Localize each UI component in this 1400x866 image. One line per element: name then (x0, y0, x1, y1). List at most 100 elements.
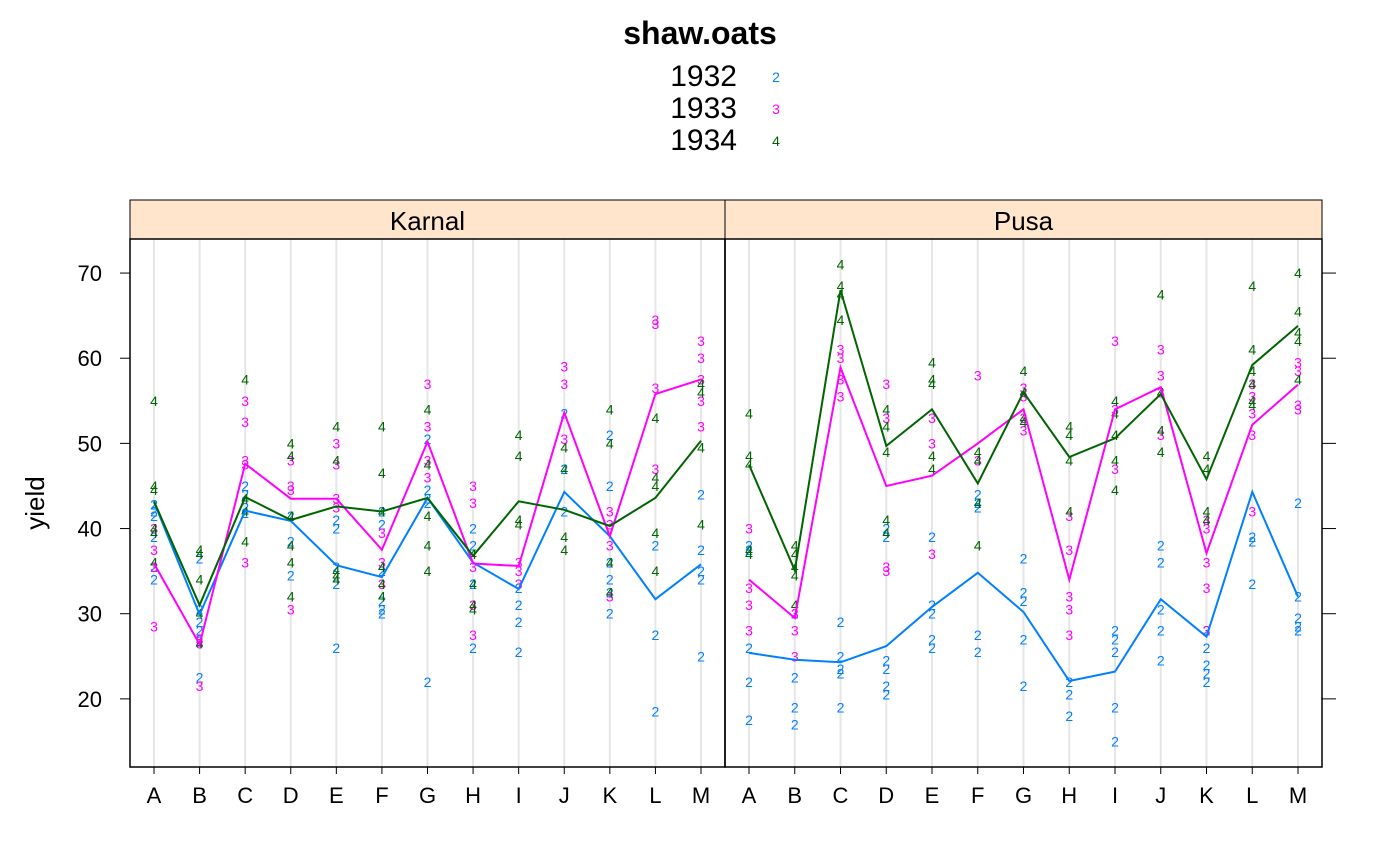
point-1932: 2 (1294, 623, 1302, 639)
point-1933: 3 (882, 376, 890, 392)
point-1933: 3 (1294, 401, 1302, 417)
point-1934: 4 (196, 542, 204, 558)
point-1934: 4 (150, 525, 158, 541)
point-1934: 4 (332, 452, 340, 468)
point-1934: 4 (287, 435, 295, 451)
point-1932: 2 (1294, 610, 1302, 626)
point-1932: 2 (1157, 653, 1165, 669)
point-1932: 2 (287, 567, 295, 583)
point-1934: 4 (287, 538, 295, 554)
x-tick-label-L: L (649, 783, 661, 808)
point-1933: 3 (1020, 410, 1028, 426)
line-1933-karnal (153, 378, 702, 648)
point-1932: 2 (1111, 699, 1119, 715)
point-1934: 4 (378, 418, 386, 434)
point-1934: 4 (837, 257, 845, 273)
point-1933: 3 (1157, 342, 1165, 358)
point-1934: 4 (287, 555, 295, 571)
point-1934: 4 (1065, 427, 1073, 443)
point-1932: 2 (791, 670, 799, 686)
point-1932: 2 (837, 614, 845, 630)
point-1934: 4 (1065, 418, 1073, 434)
point-1932: 2 (882, 521, 890, 537)
point-1932: 2 (882, 653, 890, 669)
point-1934: 4 (469, 601, 477, 617)
point-1932: 2 (882, 529, 890, 545)
point-1932: 2 (241, 499, 249, 515)
point-1932: 2 (1157, 538, 1165, 554)
point-1933: 3 (469, 495, 477, 511)
legend-label-1932: 1932 (670, 60, 737, 93)
line-1934-pusa (748, 289, 1299, 574)
point-1933: 3 (241, 414, 249, 430)
point-1934: 4 (332, 563, 340, 579)
point-1934: 4 (745, 546, 753, 562)
point-1932: 2 (745, 640, 753, 656)
point-1934: 4 (928, 461, 936, 477)
point-1933: 3 (150, 521, 158, 537)
point-1932: 2 (928, 529, 936, 545)
x-tick-label-B: B (192, 783, 207, 808)
point-1932: 2 (1065, 687, 1073, 703)
point-1934: 4 (515, 427, 523, 443)
point-1932: 2 (837, 648, 845, 664)
y-tick-label-70: 70 (78, 261, 102, 286)
point-1932: 2 (241, 478, 249, 494)
point-1933: 3 (424, 418, 432, 434)
point-1934: 4 (974, 538, 982, 554)
point-1932: 2 (469, 521, 477, 537)
point-1932: 2 (287, 508, 295, 524)
point-1934: 4 (1248, 376, 1256, 392)
point-1934: 4 (1020, 363, 1028, 379)
x-tick-label-F: F (971, 783, 984, 808)
x-tick-label-H: H (465, 783, 481, 808)
point-1933: 3 (837, 372, 845, 388)
point-1934: 4 (606, 584, 614, 600)
point-1934: 4 (332, 572, 340, 588)
point-1933: 3 (1294, 354, 1302, 370)
point-1933: 3 (1294, 363, 1302, 379)
legend-symbol-1934: 4 (772, 133, 780, 149)
strip-pusa (724, 199, 1323, 240)
point-1932: 2 (332, 521, 340, 537)
point-1933: 3 (241, 452, 249, 468)
point-1934: 4 (241, 372, 249, 388)
point-1934: 4 (1065, 452, 1073, 468)
y-tick-label-30: 30 (78, 602, 102, 627)
y-axis-label: yield (20, 476, 50, 529)
point-1932: 2 (196, 623, 204, 639)
point-1932: 2 (196, 550, 204, 566)
point-1933: 3 (424, 452, 432, 468)
point-1934: 4 (1020, 410, 1028, 426)
point-1933: 3 (606, 516, 614, 532)
point-1934: 4 (652, 525, 660, 541)
point-1934: 4 (560, 529, 568, 545)
point-1932: 2 (1157, 623, 1165, 639)
point-1933: 3 (697, 350, 705, 366)
point-1934: 4 (791, 567, 799, 583)
point-1934: 4 (515, 512, 523, 528)
point-1933: 3 (1203, 623, 1211, 639)
point-1933: 3 (928, 435, 936, 451)
x-tick-label-K: K (602, 783, 617, 808)
point-1933: 3 (697, 333, 705, 349)
point-1933: 3 (469, 559, 477, 575)
point-1934: 4 (1203, 512, 1211, 528)
point-1933: 3 (469, 627, 477, 643)
point-1934: 4 (1111, 452, 1119, 468)
point-1933: 3 (378, 555, 386, 571)
point-1934: 4 (378, 465, 386, 481)
point-1934: 4 (469, 576, 477, 592)
y-axis: 20 30 40 50 60 70 (78, 261, 1336, 712)
point-1934: 4 (1248, 397, 1256, 413)
point-1932: 2 (424, 495, 432, 511)
point-1932: 2 (241, 486, 249, 502)
point-1933: 3 (1203, 555, 1211, 571)
point-1933: 3 (882, 563, 890, 579)
point-1933: 3 (469, 478, 477, 494)
point-1932: 2 (606, 584, 614, 600)
point-1933: 3 (697, 418, 705, 434)
x-tick-label-L: L (1246, 783, 1258, 808)
point-1932: 2 (697, 572, 705, 588)
point-1934: 4 (1111, 406, 1119, 422)
